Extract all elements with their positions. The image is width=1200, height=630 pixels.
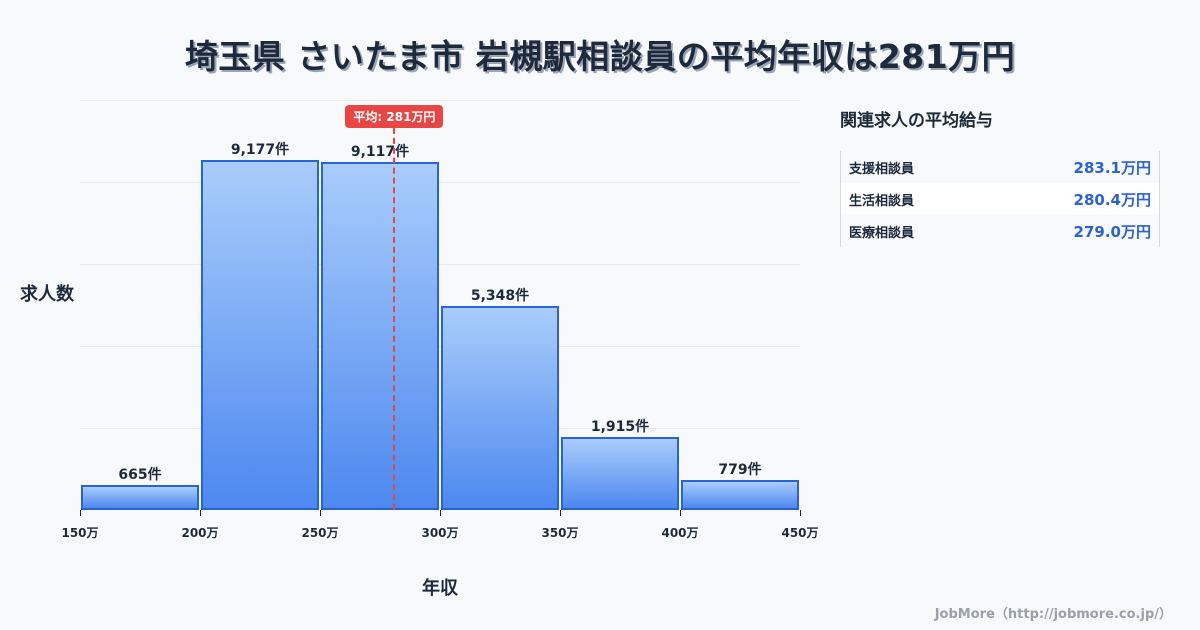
job-salary: 279.0万円	[1073, 222, 1151, 241]
histogram-bar	[321, 162, 439, 510]
related-salary-title: 関連求人の平均給与	[840, 111, 993, 131]
histogram-bar	[81, 484, 199, 510]
gridline	[80, 182, 800, 183]
job-salary: 280.4万円	[1073, 190, 1151, 209]
x-tick-label: 250万	[301, 526, 339, 540]
histogram-bar	[561, 436, 679, 510]
gridline	[80, 264, 800, 265]
job-name: 支援相談員	[849, 161, 915, 177]
related-salary-panel: 関連求人の平均給与 支援相談員 283.1万円 生活相談員 280.4万円 医療…	[840, 100, 1160, 247]
x-tick-label: 400万	[661, 526, 699, 540]
bar-value-label: 779件	[718, 462, 762, 479]
histogram-plot: 665件 9,177件 9,117件 5,348件 1,915件 779件 150万 200万…	[61, 100, 819, 540]
job-salary: 283.1万円	[1073, 158, 1151, 177]
bar-value-label: 665件	[118, 466, 162, 483]
table-row: 支援相談員 283.1万円	[841, 151, 1159, 183]
job-name: 生活相談員	[849, 193, 915, 209]
x-tick	[680, 510, 681, 516]
x-tick	[200, 510, 201, 516]
gridline	[80, 346, 800, 347]
bar-value-label: 1,915件	[590, 418, 650, 435]
y-axis-label: 求人数	[20, 284, 74, 305]
histogram-bar	[681, 480, 799, 510]
x-tick	[440, 510, 441, 516]
bar-value-label: 5,348件	[470, 288, 530, 305]
job-name: 医療相談員	[849, 225, 915, 241]
histogram-bar	[201, 160, 319, 510]
x-tick	[320, 510, 321, 516]
table-row: 医療相談員 279.0万円	[841, 215, 1159, 247]
bar-value-label: 9,177件	[230, 141, 290, 158]
average-line	[393, 128, 396, 510]
x-tick	[80, 510, 81, 516]
x-tick	[560, 510, 561, 516]
x-tick-label: 300万	[421, 526, 459, 540]
histogram-bar	[441, 306, 559, 510]
table-row: 生活相談員 280.4万円	[841, 183, 1159, 215]
average-badge: 平均: 281万円	[345, 105, 444, 128]
gridline	[80, 100, 800, 101]
bar-value-label: 9,117件	[350, 144, 410, 161]
page-title: 埼玉県 さいたま市 岩槻駅相談員の平均年収は281万円	[184, 37, 1016, 76]
x-tick-label: 450万	[781, 526, 819, 540]
x-tick-label: 350万	[541, 526, 579, 540]
x-tick-label: 200万	[181, 526, 219, 540]
footer-credit: JobMore（http://jobmore.co.jp/）	[934, 607, 1172, 622]
related-salary-table: 支援相談員 283.1万円 生活相談員 280.4万円 医療相談員 279.0万…	[840, 151, 1160, 247]
x-tick	[800, 510, 801, 516]
x-axis-label: 年収	[422, 578, 458, 599]
x-tick-label: 150万	[61, 526, 99, 540]
gridline	[80, 428, 800, 429]
